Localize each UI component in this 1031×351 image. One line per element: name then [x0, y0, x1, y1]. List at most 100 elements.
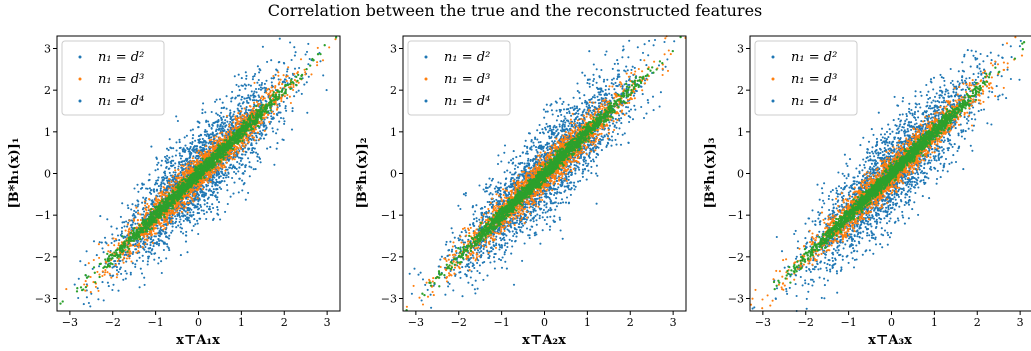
scatter-point [145, 232, 149, 236]
scatter-point [265, 116, 268, 119]
scatter-point [262, 117, 266, 120]
scatter-point [307, 42, 310, 45]
scatter-point [147, 255, 151, 258]
scatter-point [233, 170, 236, 174]
scatter-point [215, 188, 218, 191]
scatter-point [252, 96, 255, 99]
scatter-point [204, 152, 207, 155]
scatter-point [170, 209, 173, 212]
scatter-point [183, 136, 186, 139]
scatter-point [269, 94, 272, 97]
scatter-point [255, 139, 258, 142]
scatter-point [124, 270, 127, 273]
scatter-point [266, 60, 269, 63]
scatter-point [250, 138, 253, 141]
scatter-point [197, 162, 200, 165]
scatter-point [178, 141, 181, 144]
scatter-point [160, 164, 163, 167]
scatter-point [84, 280, 87, 283]
scatter-point [201, 137, 204, 140]
scatter-point [194, 139, 197, 142]
scatter-point [247, 129, 250, 132]
scatter-point [266, 147, 269, 150]
scatter-point [114, 238, 117, 241]
scatter-point [304, 71, 307, 74]
scatter-point [123, 225, 126, 228]
scatter-point [179, 157, 182, 160]
scatter-point [211, 193, 214, 197]
scatter-point [170, 186, 173, 189]
scatter-point [197, 138, 200, 141]
scatter-point [149, 238, 153, 241]
scatter-point [234, 96, 237, 99]
scatter-point [272, 130, 275, 133]
scatter-point [191, 148, 194, 151]
scatter-point [229, 163, 233, 166]
scatter-point [218, 172, 221, 175]
scatter-point [278, 120, 281, 123]
scatter-point [272, 112, 276, 115]
scatter-point [253, 139, 256, 142]
scatter-point [155, 189, 158, 192]
scatter-point [184, 217, 187, 221]
scatter-point [186, 169, 189, 172]
scatter-point [141, 246, 144, 249]
scatter-point [235, 83, 238, 86]
scatter-point [183, 209, 186, 212]
scatter-point [237, 104, 240, 107]
scatter-point [181, 169, 184, 172]
scatter-point [166, 223, 169, 226]
scatter-point [147, 250, 150, 253]
scatter-point [152, 230, 155, 233]
scatter-point [250, 142, 253, 145]
scatter-point [300, 92, 303, 95]
scatter-point [134, 263, 137, 266]
scatter-point [180, 210, 183, 213]
scatter-point [234, 115, 237, 118]
scatter-point [193, 218, 196, 221]
scatter-point [186, 147, 189, 151]
scatter-point [272, 74, 275, 78]
scatter-point [134, 216, 137, 219]
scatter-point [150, 145, 153, 148]
scatter-point [182, 232, 185, 235]
scatter-point [248, 175, 251, 178]
scatter-point [103, 273, 106, 276]
scatter-point [233, 75, 236, 78]
scatter-point [154, 252, 157, 255]
scatter-point [169, 174, 172, 177]
scatter-point [196, 197, 199, 200]
scatter-point [106, 271, 109, 274]
scatter-point [201, 112, 204, 115]
scatter-point [284, 107, 287, 110]
scatter-point [157, 198, 160, 201]
scatter-point [190, 152, 193, 155]
scatter-point [264, 99, 267, 102]
scatter-point [174, 211, 177, 214]
scatter-point [250, 132, 254, 135]
scatter-point [198, 140, 202, 144]
scatter-point [136, 199, 139, 202]
scatter-point [238, 144, 241, 147]
scatter-point [206, 202, 209, 205]
scatter-point [98, 273, 101, 276]
scatter-point [192, 134, 195, 137]
scatter-point [206, 181, 209, 184]
scatter-point [199, 204, 202, 207]
scatter-point [227, 176, 230, 179]
scatter-point [189, 221, 192, 224]
scatter-point [143, 283, 146, 286]
scatter-point [139, 218, 142, 222]
scatter-point [223, 180, 226, 183]
scatter-point [270, 81, 273, 84]
scatter-point [206, 154, 209, 157]
scatter-point [209, 146, 212, 149]
scatter-point [207, 120, 210, 123]
scatter-point [173, 166, 177, 169]
scatter-point [236, 107, 239, 110]
scatter-point [179, 146, 182, 149]
scatter-point [316, 64, 319, 67]
scatter-point [159, 187, 162, 190]
scatter-point [255, 91, 258, 94]
scatter-point [211, 191, 214, 194]
